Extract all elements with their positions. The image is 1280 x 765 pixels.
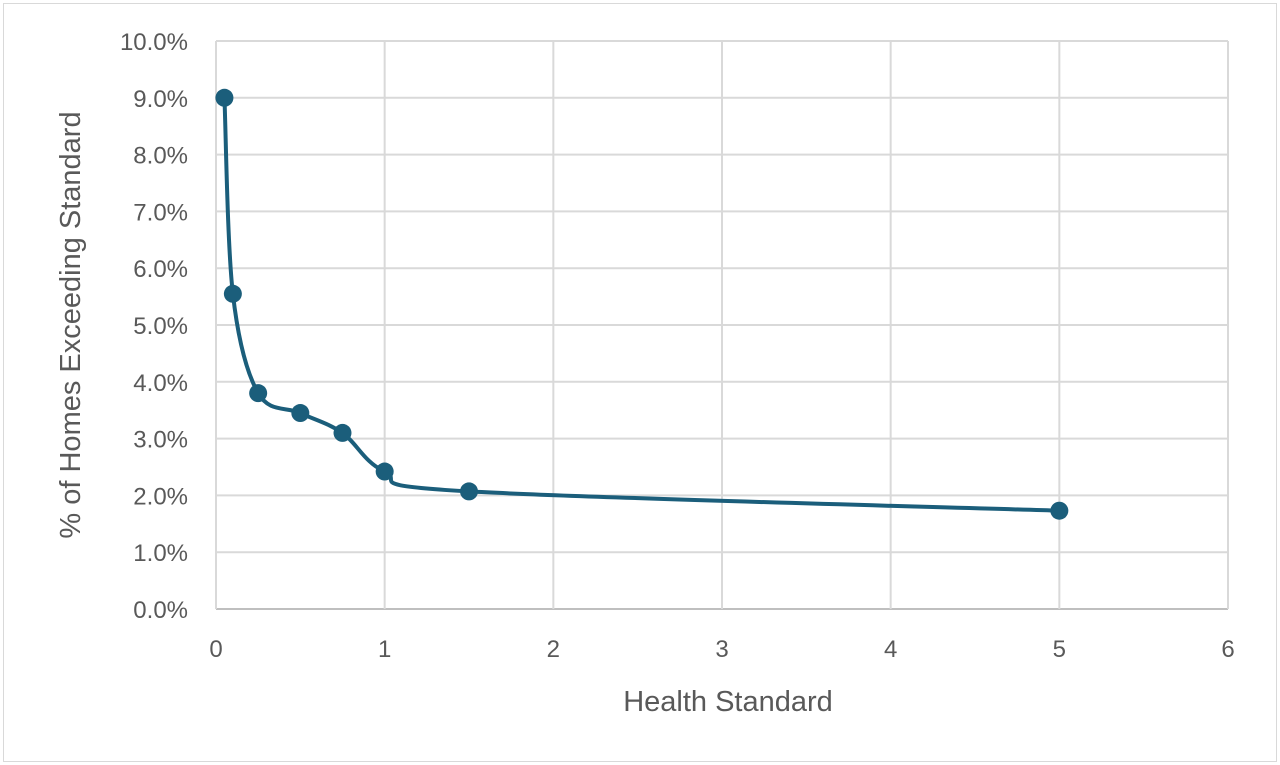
y-tick-labels: 0.0% 1.0% 2.0% 3.0% 4.0% 5.0% 6.0% 7.0% 8.0% 9.0%…: [120, 29, 188, 624]
data-point: [375, 462, 394, 481]
x-tick-label: 4: [884, 636, 897, 663]
x-tick-label: 2: [547, 636, 560, 663]
y-tick-label: 7.0%: [133, 199, 188, 226]
data-point: [249, 384, 268, 403]
grid: [215, 40, 1229, 610]
data-points: [215, 88, 1069, 520]
y-axis-title: % of Homes Exceeding Standard: [55, 111, 87, 538]
data-point: [460, 482, 478, 501]
y-tick-label: 1.0%: [133, 540, 188, 567]
x-tick-label: 1: [378, 636, 391, 663]
data-point: [215, 88, 234, 107]
y-tick-label: 9.0%: [133, 86, 188, 113]
x-tick-label: 0: [209, 636, 222, 663]
y-tick-label: 0.0%: [133, 597, 188, 624]
x-tick-labels: 0 1 2 3 4 5 6: [209, 636, 1234, 663]
x-axis-title: Health Standard: [623, 686, 833, 718]
x-tick-label: 3: [715, 636, 728, 663]
data-point: [291, 404, 310, 423]
x-tick-label: 5: [1053, 636, 1066, 663]
data-point: [1050, 501, 1069, 520]
y-tick-label: 5.0%: [133, 313, 188, 340]
series-line: [222, 97, 1060, 513]
y-tick-label: 10.0%: [120, 29, 188, 56]
y-tick-label: 6.0%: [133, 256, 188, 283]
data-point: [333, 423, 352, 442]
y-tick-label: 2.0%: [133, 483, 188, 510]
y-tick-label: 3.0%: [133, 427, 188, 454]
y-tick-label: 4.0%: [133, 370, 188, 397]
y-tick-label: 8.0%: [133, 143, 188, 170]
x-tick-label: 6: [1221, 636, 1234, 663]
data-point: [223, 284, 242, 303]
